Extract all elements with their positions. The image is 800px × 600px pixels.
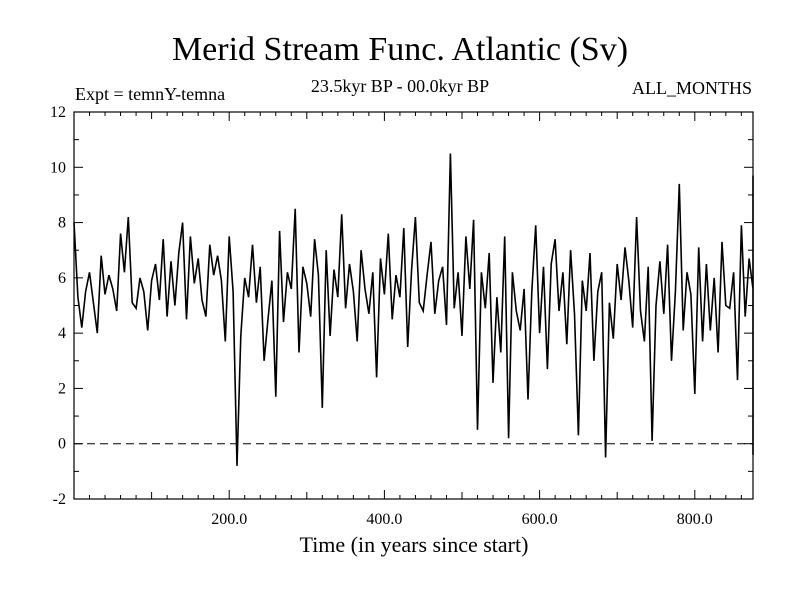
chart-title: Merid Stream Func. Atlantic (Sv) bbox=[171, 31, 629, 68]
y-tick-label: 10 bbox=[50, 159, 66, 176]
y-tick-label: 8 bbox=[58, 215, 66, 232]
x-tick-label: 800.0 bbox=[677, 511, 713, 528]
experiment-label: Expt = temnY-temna bbox=[75, 84, 226, 104]
x-tick-label: 200.0 bbox=[211, 511, 247, 528]
y-tick-label: 0 bbox=[58, 436, 66, 453]
series-line bbox=[73, 153, 754, 466]
y-tick-label: -2 bbox=[53, 491, 66, 508]
x-tick-label: 400.0 bbox=[366, 511, 402, 528]
y-tick-label: 2 bbox=[58, 380, 66, 397]
y-tick-label: 12 bbox=[50, 104, 66, 121]
y-tick-label: 6 bbox=[58, 270, 66, 287]
x-tick-label: 600.0 bbox=[522, 511, 558, 528]
chart-subtitle: 23.5kyr BP - 00.0kyr BP bbox=[310, 76, 490, 96]
y-tick-label: 4 bbox=[58, 325, 66, 342]
x-axis-label: Time (in years since start) bbox=[300, 532, 529, 557]
months-label: ALL_MONTHS bbox=[632, 78, 752, 98]
plot-frame bbox=[73, 111, 754, 500]
